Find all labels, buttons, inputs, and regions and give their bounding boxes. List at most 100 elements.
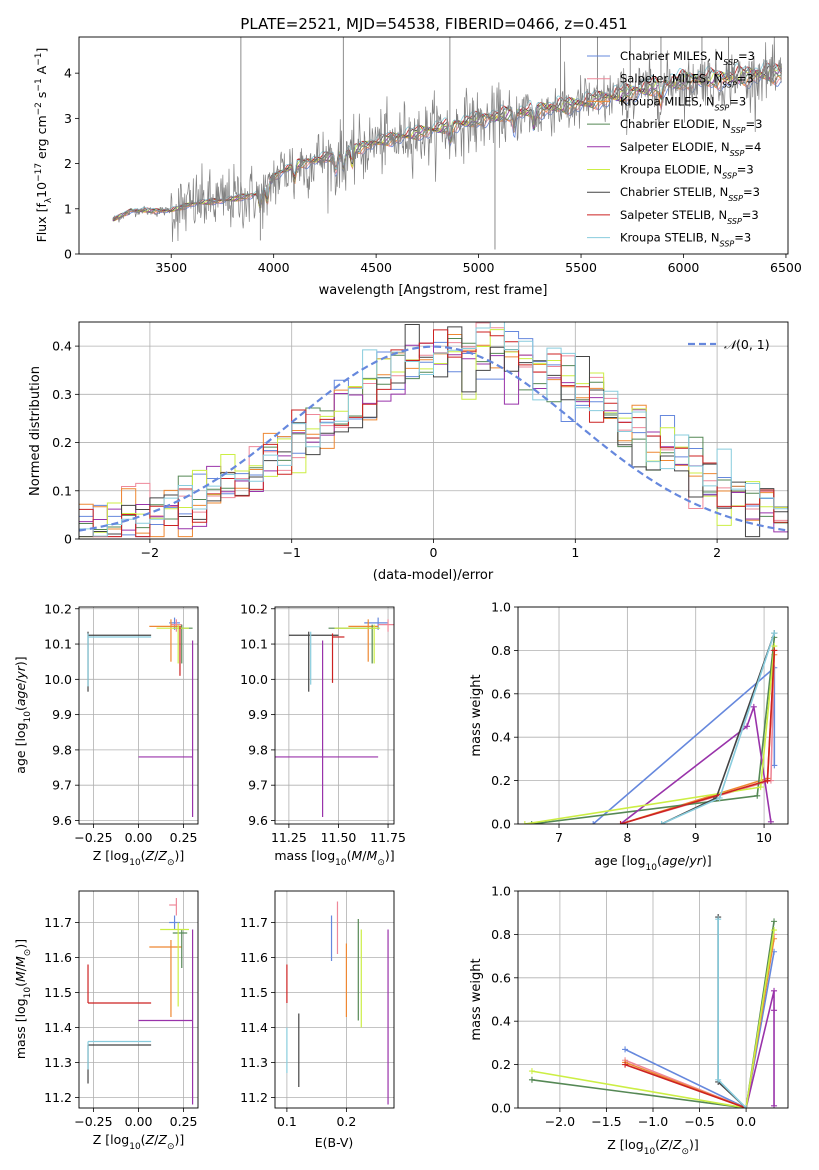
- x-tick-label: 0.25: [170, 1114, 198, 1129]
- label-part: )]: [385, 848, 395, 863]
- legend-entry: Chabrier MILES, NSSP=3: [620, 49, 755, 67]
- observed-spectrum-line: [112, 37, 782, 242]
- y-tick-label: 9.8: [52, 742, 72, 757]
- label-part: /: [685, 853, 690, 868]
- weight-marker: [764, 777, 771, 784]
- label-part: Z [log: [93, 1132, 129, 1147]
- legend-subscript: SSP: [722, 80, 737, 89]
- y-tick-label: 11.7: [44, 915, 72, 930]
- legend-text: =3: [734, 231, 751, 245]
- weight-marker: [716, 794, 723, 801]
- x-tick-label: −0.5: [684, 1114, 714, 1129]
- errorbar-point: [172, 929, 188, 968]
- x-tick-label: 0.00: [125, 1114, 153, 1129]
- legend-subscript: SSP: [730, 148, 745, 157]
- weight-line: [624, 938, 775, 1108]
- label-part: (: [347, 848, 352, 863]
- label-part: ⊙: [167, 1142, 175, 1152]
- legend-text: Salpeter MILES, N: [620, 72, 722, 86]
- label-part: age [log: [594, 853, 645, 868]
- weight-line: [531, 929, 775, 1108]
- label-part: −2: [34, 102, 44, 115]
- x-tick-label: −2: [141, 545, 159, 560]
- axes-mass_vs_ebv: 0.1 0.2 11.2 11.3 11.4 11.5 11.6 11.7 E(B-V): [240, 890, 395, 1150]
- label-part: M: [13, 971, 28, 982]
- label-part: M: [352, 848, 363, 863]
- label-part: λ: [44, 197, 54, 203]
- y-tick-label: 0: [64, 532, 72, 547]
- label-part: M: [13, 956, 28, 967]
- y-tick-label: 0.0: [491, 817, 511, 832]
- x-tick-label: −1.5: [591, 1114, 621, 1129]
- x-tick-label: −0.25: [74, 1114, 112, 1129]
- errorbar-point: [160, 922, 189, 1007]
- weight-line: [624, 1063, 747, 1108]
- axes-frame: [78, 606, 199, 825]
- y-tick-label: 0.3: [52, 387, 72, 402]
- x-tick-label: 4000: [258, 260, 290, 275]
- label-part: /: [154, 1132, 159, 1147]
- legend-entry: Salpeter ELODIE, NSSP=4: [620, 140, 761, 158]
- label-part: ⊙: [377, 858, 385, 868]
- y-tick-label: 0.4: [52, 339, 72, 354]
- errorbar-point: [334, 624, 381, 664]
- x-tick-label: −1: [282, 545, 300, 560]
- histogram-step: [79, 322, 788, 537]
- plot-area: [87, 617, 194, 817]
- axes-age_vs_mass: 11.25 11.50 11.75 9.6 9.7 9.8 9.9 10.0 10.1 10.2 m…: [240, 601, 406, 868]
- x-tick-label: 10: [756, 830, 772, 845]
- y-tick-label: 11.3: [44, 1055, 72, 1070]
- label-part: 10: [129, 1142, 141, 1152]
- legend-subscript: SSP: [723, 58, 738, 67]
- label-part: /: [13, 966, 28, 971]
- weight-marker: [622, 1046, 629, 1053]
- label-part: Z [log: [607, 1137, 643, 1152]
- x-tick-label: −1.0: [638, 1114, 668, 1129]
- label-part: (: [657, 853, 662, 868]
- errorbar-point: [170, 619, 182, 632]
- plot-area: [112, 37, 783, 250]
- x-tick-label: 1: [571, 545, 579, 560]
- label-part: A: [34, 65, 49, 78]
- label-part: )]: [13, 939, 28, 949]
- y-tick-label: 0.2: [52, 435, 72, 450]
- y-tick-label: 1: [64, 201, 72, 216]
- weight-line: [620, 654, 776, 824]
- label-part: M: [367, 848, 378, 863]
- x-tick-label: 0.1: [277, 1114, 297, 1129]
- x-tick-label: 5500: [565, 260, 597, 275]
- x-tick-label: 11.75: [370, 830, 406, 845]
- label-part: 10: [129, 858, 141, 868]
- y-tick-label: 11.2: [44, 1090, 72, 1105]
- weight-marker: [528, 821, 535, 824]
- x-tick-label: 11.50: [321, 830, 357, 845]
- y-tick-label: 0.6: [491, 970, 511, 985]
- y-axis-label: mass [log10(M/M⊙)]: [13, 939, 33, 1059]
- errorbar-point: [149, 940, 182, 1017]
- label-part: −1: [34, 78, 44, 91]
- y-tick-label: 10.0: [44, 672, 72, 687]
- weight-marker: [715, 916, 722, 923]
- y-tick-label: 9.8: [248, 742, 268, 757]
- weight-marker: [771, 927, 778, 934]
- y-tick-label: 0.4: [491, 1014, 511, 1029]
- legend-text: =3: [737, 163, 754, 177]
- x-tick-label: 6500: [770, 260, 802, 275]
- legend-text: =4: [744, 140, 761, 154]
- errorbar-point: [138, 929, 194, 1105]
- x-tick-label: 11.25: [271, 830, 307, 845]
- weight-marker: [715, 1076, 722, 1083]
- legend-subscript: SSP: [720, 239, 735, 248]
- axes-frame: [517, 606, 789, 825]
- legend-entry: Chabrier STELIB, NSSP=3: [620, 185, 760, 203]
- weight-marker: [771, 1007, 778, 1014]
- errorbar-point: [348, 619, 379, 662]
- grid-lines: [79, 607, 198, 824]
- y-tick-label: 9.6: [248, 813, 268, 828]
- axes-weight_vs_Z: −2.0 −1.5 −1.0 −0.5 0.0 0.0 0.2 0.4 0.6 0.8 1.0 Z […: [469, 884, 789, 1157]
- weight-line: [531, 637, 776, 824]
- axes-frame: [78, 36, 789, 255]
- label-part: 10: [23, 987, 33, 999]
- weight-line: [745, 990, 775, 1108]
- weight-marker: [750, 703, 757, 710]
